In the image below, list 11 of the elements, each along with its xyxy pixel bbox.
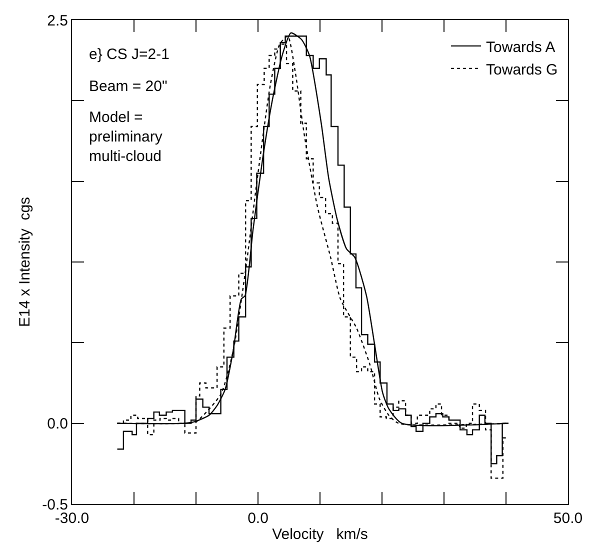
y-axis-title: E14 x Intensity cgs [16, 196, 34, 328]
legend-label: Towards A [486, 38, 556, 56]
legend-label: Towards G [486, 61, 558, 78]
x-tick-label: 50.0 [553, 510, 583, 527]
y-tick-label: 0.0 [47, 416, 68, 433]
y-tick-label: 2.5 [47, 12, 68, 30]
x-axis-title: Velocity km/s [272, 526, 368, 543]
x-tick-label: 0.0 [248, 510, 268, 527]
annotation: Beam = 20" [89, 78, 168, 95]
annotation: Model = preliminary multi-cloud [89, 109, 163, 165]
annotation: e} CS J=2-1 [89, 46, 170, 63]
